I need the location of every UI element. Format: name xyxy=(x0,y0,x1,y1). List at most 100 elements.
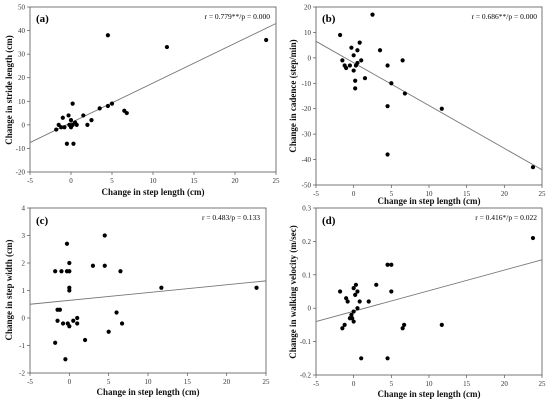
x-tick-label: 10 xyxy=(426,380,434,388)
data-point xyxy=(75,321,80,326)
y-tick-label: -0.2 xyxy=(300,372,312,380)
data-point xyxy=(357,40,362,45)
x-axis-label: Change in step length (cm) xyxy=(97,387,200,397)
data-point xyxy=(55,318,60,323)
data-point xyxy=(400,326,405,331)
y-tick-label: -20 xyxy=(302,105,312,113)
data-point xyxy=(353,292,358,297)
data-point xyxy=(351,286,356,291)
data-point xyxy=(82,337,88,343)
data-point xyxy=(402,322,407,327)
x-tick-label: 25 xyxy=(539,380,547,388)
data-point xyxy=(75,315,80,321)
data-point xyxy=(366,299,371,304)
data-point xyxy=(74,122,79,127)
data-point xyxy=(357,299,362,304)
data-point xyxy=(70,101,75,106)
data-point xyxy=(353,78,358,83)
x-axis-label: Change in step length (cm) xyxy=(102,187,205,197)
data-point xyxy=(105,33,110,38)
data-point xyxy=(66,113,71,118)
x-tick-label: 25 xyxy=(273,177,281,185)
y-tick-label: 20 xyxy=(304,4,312,12)
data-point xyxy=(114,310,119,315)
y-tick-label: 40 xyxy=(18,27,26,35)
panel-d: (d) r = 0.416*/p = 0.022 Change in step … xyxy=(288,205,546,400)
x-tick-label: 5 xyxy=(390,190,394,198)
data-point xyxy=(97,106,102,111)
plot-frame xyxy=(29,6,277,173)
x-tick-label: -5 xyxy=(313,190,319,198)
data-point xyxy=(353,282,359,287)
data-point xyxy=(359,58,364,63)
data-point xyxy=(67,269,72,274)
y-tick-label: 20 xyxy=(18,74,26,82)
data-point xyxy=(67,288,72,293)
data-point xyxy=(62,125,67,130)
data-point xyxy=(439,106,444,111)
stat-annotation: r = 0.686**/p = 0.000 xyxy=(471,12,537,21)
y-tick-label: -10 xyxy=(302,80,312,88)
x-axis-label: Change in step length (cm) xyxy=(378,196,481,206)
data-point xyxy=(355,306,360,311)
x-tick-label: -5 xyxy=(313,380,319,388)
y-tick-label: 0 xyxy=(22,121,26,129)
data-point xyxy=(370,12,375,17)
data-point xyxy=(64,241,70,246)
y-tick-label: 3 xyxy=(22,232,26,240)
panel-label: (a) xyxy=(36,13,49,25)
y-tick-label: -30 xyxy=(302,131,312,139)
data-point xyxy=(349,45,354,50)
data-point xyxy=(71,318,76,323)
y-tick-label: 0.1 xyxy=(302,271,311,279)
data-point xyxy=(64,141,69,146)
data-point xyxy=(63,357,68,362)
data-point xyxy=(362,76,368,81)
data-point xyxy=(402,91,407,96)
data-point xyxy=(89,118,94,123)
y-axis-label: Change in stride length (cm) xyxy=(4,35,14,145)
data-point xyxy=(164,44,170,50)
data-point xyxy=(340,58,345,63)
x-tick-label: 5 xyxy=(110,177,114,185)
data-point xyxy=(59,125,64,130)
data-point xyxy=(385,104,390,109)
x-tick-label: 20 xyxy=(501,190,509,198)
x-tick-label: 0 xyxy=(69,177,73,185)
y-tick-label: 4 xyxy=(22,205,26,213)
data-point xyxy=(53,269,58,274)
data-point xyxy=(359,356,364,361)
y-tick-label: 0 xyxy=(22,315,26,323)
data-point xyxy=(351,53,356,58)
y-tick-label: -1 xyxy=(19,342,25,350)
data-point xyxy=(389,81,394,86)
data-point xyxy=(118,269,123,274)
data-point xyxy=(374,282,379,287)
data-point xyxy=(385,356,390,361)
data-point xyxy=(81,113,86,118)
data-point xyxy=(345,299,350,304)
data-point xyxy=(68,118,74,123)
x-tick-label: 0 xyxy=(352,380,356,388)
data-point xyxy=(59,269,64,274)
data-point xyxy=(530,165,536,170)
data-point xyxy=(355,60,360,66)
data-point xyxy=(53,340,58,345)
y-tick-label: 10 xyxy=(304,29,312,37)
y-tick-label: -10 xyxy=(16,145,26,153)
data-point xyxy=(342,322,347,327)
data-point xyxy=(350,316,355,321)
y-tick-label: -20 xyxy=(16,169,26,177)
y-tick-label: 2 xyxy=(22,260,26,268)
data-point xyxy=(264,37,269,43)
data-point xyxy=(159,285,164,290)
data-point xyxy=(353,86,358,91)
y-tick-label: -0.1 xyxy=(300,338,312,346)
panel-c: (c) r = 0.483/p = 0.133 Change in step l… xyxy=(4,205,270,398)
trend-line xyxy=(315,40,543,171)
data-point xyxy=(389,262,394,267)
data-point xyxy=(60,115,65,120)
stat-annotation: r = 0.779**/p = 0.000 xyxy=(204,12,270,21)
trend-line xyxy=(29,280,267,305)
